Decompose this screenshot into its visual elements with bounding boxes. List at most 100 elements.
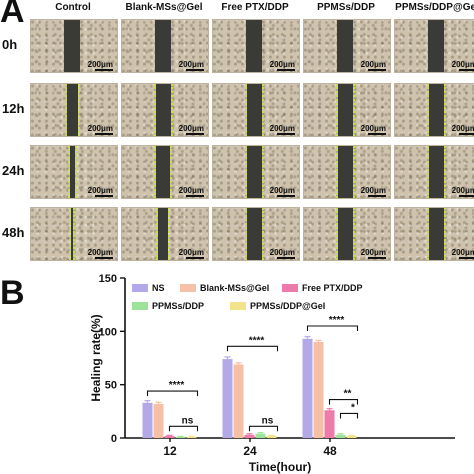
scale-bar: [459, 195, 474, 197]
scale-label: 200μm: [269, 124, 295, 133]
scale-label: 200μm: [87, 124, 113, 133]
significance-bracket: [248, 425, 279, 432]
micrograph-tile: 200μm: [121, 19, 209, 73]
scale-label: 200μm: [178, 60, 204, 69]
significance-label: ****: [329, 315, 345, 326]
legend-label: Blank-MSs@Gel: [200, 283, 269, 293]
scale-label: 200μm: [451, 248, 474, 257]
micrograph-tile: 200μm: [303, 83, 391, 137]
micrograph-tile: 200μm: [303, 145, 391, 199]
scale-bar: [95, 257, 113, 259]
scale-label: 200μm: [178, 186, 204, 195]
micrograph-tile: 200μm: [121, 145, 209, 199]
wound-gap: [337, 20, 354, 72]
scale-bar: [95, 195, 113, 197]
bar: [302, 338, 313, 438]
legend-label: NS: [152, 283, 165, 293]
x-tick-label: 48: [323, 444, 337, 458]
x-tick-label: 12: [163, 444, 177, 458]
scale-bar: [368, 133, 386, 135]
row-label: 0h: [2, 37, 18, 52]
healing-rate-chart: 0 50 100 150 Healing rate(%) Time(hour) 12 24 48…: [89, 273, 455, 474]
wound-gap: [428, 208, 444, 260]
scale-label: 200μm: [269, 186, 295, 195]
significance-label: ns: [262, 415, 274, 426]
wound-edge-marker: [244, 146, 264, 198]
wound-gap: [337, 208, 353, 260]
wound-gap: [156, 146, 171, 198]
column-label: Free PTX/DDP: [221, 2, 289, 13]
wound-edge-marker: [67, 146, 77, 198]
wound-edge-marker: [335, 84, 355, 136]
scale-label: 200μm: [269, 248, 295, 257]
wound-gap: [428, 84, 444, 136]
scale-label: 200μm: [87, 186, 113, 195]
wound-edge-marker: [153, 84, 173, 136]
micrograph-tile: 200μm: [30, 83, 118, 137]
wound-edge-marker: [426, 146, 446, 198]
x-tick-label: 24: [243, 444, 257, 458]
panel-a-letter: A: [0, 0, 25, 30]
bar: [324, 410, 335, 438]
bar: [244, 434, 255, 438]
wound-gap: [428, 20, 445, 72]
scale-bar: [277, 257, 295, 259]
wound-edge-marker: [156, 208, 171, 260]
significance-label: ****: [249, 335, 265, 346]
bar: [255, 433, 266, 438]
significance-bracket: [168, 425, 199, 432]
legend-label: PPMSs/DDP: [152, 301, 204, 311]
scale-label: 200μm: [87, 60, 113, 69]
scale-bar: [95, 69, 113, 71]
significance-label: ****: [169, 380, 185, 391]
bar: [266, 435, 277, 438]
scale-bar: [186, 133, 204, 135]
micrograph-tile: 200μm: [394, 83, 474, 137]
scale-bar: [277, 133, 295, 135]
wound-edge-marker: [69, 208, 76, 260]
wound-gap: [337, 84, 353, 136]
wound-gap: [246, 146, 262, 198]
wound-edge-marker: [244, 84, 264, 136]
panel-b-letter: B: [0, 274, 25, 312]
micrograph-tile: 200μm: [394, 145, 474, 199]
wound-gap: [155, 20, 172, 72]
bar: [222, 359, 233, 438]
y-tick-label: 50: [105, 380, 117, 392]
micrograph-tile: 200μm: [30, 145, 118, 199]
micrograph-tile: 200μm: [212, 19, 300, 73]
wound-gap: [246, 84, 262, 136]
row-label: 48h: [2, 225, 25, 240]
scale-bar: [186, 69, 204, 71]
significance-label: **: [344, 389, 352, 400]
micrograph-tile: 200μm: [30, 207, 118, 261]
y-tick-label: 150: [99, 273, 117, 285]
wound-gap: [246, 208, 262, 260]
bar: [153, 403, 164, 438]
wound-gap: [246, 20, 263, 72]
scale-bar: [459, 133, 474, 135]
micrograph-tile: 200μm: [121, 207, 209, 261]
wound-gap: [69, 146, 75, 198]
wound-gap: [158, 208, 169, 260]
wound-gap: [66, 84, 78, 136]
column-label: Control: [55, 2, 91, 13]
scale-bar: [459, 257, 474, 259]
wound-gap: [428, 146, 444, 198]
significance-bracket: [306, 325, 359, 331]
column-label: PPMSs/DDP: [317, 2, 375, 13]
y-tick-label: 100: [99, 326, 117, 338]
bar: [346, 435, 357, 438]
micrograph-tile: 200μm: [212, 83, 300, 137]
bar: [186, 436, 197, 438]
wound-edge-marker: [64, 84, 80, 136]
row-label: 24h: [2, 163, 25, 178]
y-axis-label: Healing rate(%): [89, 314, 103, 401]
scale-bar: [277, 195, 295, 197]
y-tick-label: 0: [111, 433, 117, 445]
scale-label: 200μm: [178, 124, 204, 133]
bar: [335, 434, 346, 438]
micrograph-tile: 200μm: [394, 19, 474, 73]
legend-swatch: [132, 302, 148, 310]
micrograph-tile: 200μm: [303, 207, 391, 261]
